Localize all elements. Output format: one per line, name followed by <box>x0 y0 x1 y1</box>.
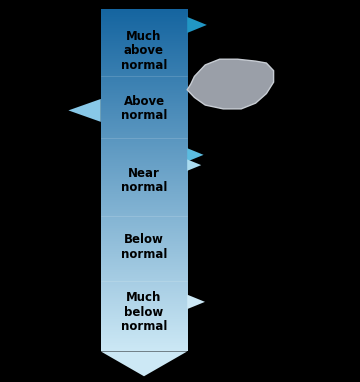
Text: Much
above
normal: Much above normal <box>121 29 167 71</box>
Polygon shape <box>187 295 205 309</box>
Polygon shape <box>68 99 101 122</box>
Polygon shape <box>187 148 204 162</box>
Polygon shape <box>101 351 187 376</box>
Text: Below
normal: Below normal <box>121 233 167 261</box>
Text: Above
normal: Above normal <box>121 95 167 123</box>
Polygon shape <box>187 17 207 33</box>
Text: Much
below
normal: Much below normal <box>121 291 167 333</box>
Polygon shape <box>187 159 201 171</box>
Polygon shape <box>187 59 274 109</box>
Text: Near
normal: Near normal <box>121 167 167 194</box>
